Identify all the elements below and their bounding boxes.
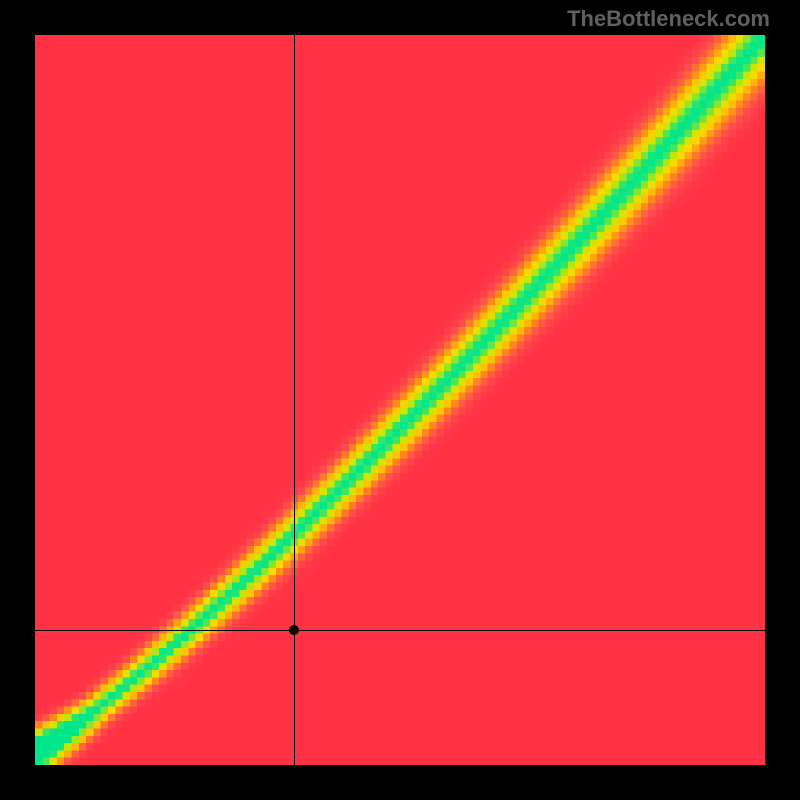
crosshair-horizontal	[35, 630, 765, 631]
watermark-text: TheBottleneck.com	[567, 6, 770, 32]
heatmap-canvas	[35, 35, 765, 765]
marker-dot	[289, 625, 299, 635]
heatmap-chart	[35, 35, 765, 765]
crosshair-vertical	[294, 35, 295, 765]
